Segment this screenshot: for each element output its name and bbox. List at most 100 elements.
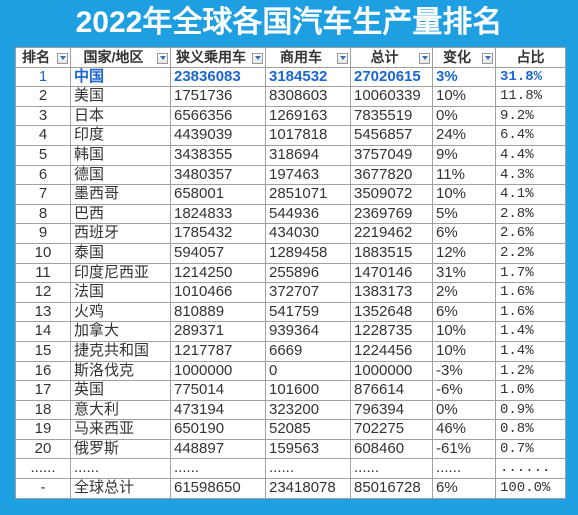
total-cell[interactable]: 7835519	[351, 106, 433, 127]
country-cell[interactable]: ......	[71, 459, 171, 480]
passenger-car-cell[interactable]: 1000000	[171, 361, 266, 382]
passenger-car-cell[interactable]: 23836083	[171, 67, 266, 88]
passenger-car-cell[interactable]: 1010466	[171, 283, 266, 303]
commercial-vehicle-cell[interactable]: 318694	[266, 145, 351, 166]
commercial-vehicle-cell[interactable]: 323200	[266, 400, 351, 421]
change-cell[interactable]: 10%	[433, 322, 496, 342]
change-cell[interactable]: 24%	[433, 126, 496, 146]
rank-cell[interactable]: -	[16, 479, 71, 499]
commercial-vehicle-cell[interactable]: 101600	[266, 381, 351, 401]
share-cell[interactable]: 4.3%	[496, 165, 566, 186]
filter-button-commercial-vehicles[interactable]	[337, 52, 348, 64]
share-cell[interactable]: 6.4%	[496, 126, 566, 146]
column-header-passenger-cars[interactable]: 狭义乘用车	[171, 48, 266, 68]
passenger-car-cell[interactable]: 1217787	[171, 341, 266, 362]
country-cell[interactable]: 日本	[71, 106, 171, 127]
total-cell[interactable]: 3757049	[351, 145, 433, 166]
rank-cell[interactable]: 1	[16, 67, 71, 88]
passenger-car-cell[interactable]: ......	[171, 459, 266, 480]
share-cell[interactable]: 2.6%	[496, 224, 566, 244]
change-cell[interactable]: 31%	[433, 263, 496, 284]
share-cell[interactable]: 4.4%	[496, 145, 566, 166]
rank-cell[interactable]: 15	[16, 341, 71, 362]
change-cell[interactable]: -3%	[433, 361, 496, 382]
total-cell[interactable]: 1470146	[351, 263, 433, 284]
commercial-vehicle-cell[interactable]: 939364	[266, 322, 351, 342]
commercial-vehicle-cell[interactable]: 1289458	[266, 243, 351, 264]
country-cell[interactable]: 美国	[71, 87, 171, 107]
passenger-car-cell[interactable]: 473194	[171, 400, 266, 421]
total-cell[interactable]: 702275	[351, 420, 433, 440]
country-cell[interactable]: 印度	[71, 126, 171, 146]
rank-cell[interactable]: 18	[16, 400, 71, 421]
total-cell[interactable]: 3677820	[351, 165, 433, 186]
change-cell[interactable]: 10%	[433, 185, 496, 205]
rank-cell[interactable]: 4	[16, 126, 71, 146]
total-cell[interactable]: 1228735	[351, 322, 433, 342]
rank-cell[interactable]: 17	[16, 381, 71, 401]
rank-cell[interactable]: 12	[16, 283, 71, 303]
change-cell[interactable]: -61%	[433, 439, 496, 460]
column-header-rank[interactable]: 排名	[16, 48, 71, 68]
country-cell[interactable]: 中国	[71, 67, 171, 88]
rank-cell[interactable]: 3	[16, 106, 71, 127]
column-header-country[interactable]: 国家/地区	[71, 48, 171, 68]
commercial-vehicle-cell[interactable]: 2851071	[266, 185, 351, 205]
share-cell[interactable]: 31.8%	[496, 67, 566, 88]
passenger-car-cell[interactable]: 3438355	[171, 145, 266, 166]
country-cell[interactable]: 加拿大	[71, 322, 171, 342]
share-cell[interactable]: 0.8%	[496, 420, 566, 440]
share-cell[interactable]: 1.4%	[496, 341, 566, 362]
commercial-vehicle-cell[interactable]: 52085	[266, 420, 351, 440]
share-cell[interactable]: 1.7%	[496, 263, 566, 284]
passenger-car-cell[interactable]: 4439039	[171, 126, 266, 146]
filter-button-country[interactable]	[157, 52, 168, 64]
change-cell[interactable]: 11%	[433, 165, 496, 186]
total-cell[interactable]: 608460	[351, 439, 433, 460]
commercial-vehicle-cell[interactable]: 541759	[266, 302, 351, 323]
share-cell[interactable]: 1.6%	[496, 302, 566, 323]
share-cell[interactable]: 2.8%	[496, 204, 566, 225]
country-cell[interactable]: 意大利	[71, 400, 171, 421]
commercial-vehicle-cell[interactable]: 0	[266, 361, 351, 382]
change-cell[interactable]: 6%	[433, 479, 496, 499]
rank-cell[interactable]: 20	[16, 439, 71, 460]
rank-cell[interactable]: 8	[16, 204, 71, 225]
change-cell[interactable]: 0%	[433, 106, 496, 127]
column-header-change[interactable]: 变化	[433, 48, 496, 68]
commercial-vehicle-cell[interactable]: 1017818	[266, 126, 351, 146]
total-cell[interactable]: 27020615	[351, 67, 433, 88]
country-cell[interactable]: 西班牙	[71, 224, 171, 244]
share-cell[interactable]: ......	[496, 459, 566, 480]
country-cell[interactable]: 墨西哥	[71, 185, 171, 205]
rank-cell[interactable]: 10	[16, 243, 71, 264]
commercial-vehicle-cell[interactable]: 197463	[266, 165, 351, 186]
passenger-car-cell[interactable]: 1824833	[171, 204, 266, 225]
country-cell[interactable]: 马来西亚	[71, 420, 171, 440]
passenger-car-cell[interactable]: 650190	[171, 420, 266, 440]
country-cell[interactable]: 火鸡	[71, 302, 171, 323]
change-cell[interactable]: 5%	[433, 204, 496, 225]
rank-cell[interactable]: 6	[16, 165, 71, 186]
column-header-share[interactable]: 占比	[496, 48, 566, 68]
column-header-total[interactable]: 总计	[351, 48, 433, 68]
country-cell[interactable]: 法国	[71, 283, 171, 303]
change-cell[interactable]: 2%	[433, 283, 496, 303]
rank-cell[interactable]: 9	[16, 224, 71, 244]
total-cell[interactable]: 5456857	[351, 126, 433, 146]
commercial-vehicle-cell[interactable]: 372707	[266, 283, 351, 303]
share-cell[interactable]: 9.2%	[496, 106, 566, 127]
share-cell[interactable]: 0.7%	[496, 439, 566, 460]
change-cell[interactable]: 3%	[433, 67, 496, 88]
total-cell[interactable]: 3509072	[351, 185, 433, 205]
share-cell[interactable]: 1.4%	[496, 322, 566, 342]
passenger-car-cell[interactable]: 1751736	[171, 87, 266, 107]
total-cell[interactable]: 1883515	[351, 243, 433, 264]
change-cell[interactable]: 0%	[433, 400, 496, 421]
filter-button-total[interactable]	[419, 52, 430, 64]
rank-cell[interactable]: 11	[16, 263, 71, 284]
total-cell[interactable]: 85016728	[351, 479, 433, 499]
filter-button-rank[interactable]	[57, 52, 68, 64]
passenger-car-cell[interactable]: 1785432	[171, 224, 266, 244]
change-cell[interactable]: 10%	[433, 87, 496, 107]
